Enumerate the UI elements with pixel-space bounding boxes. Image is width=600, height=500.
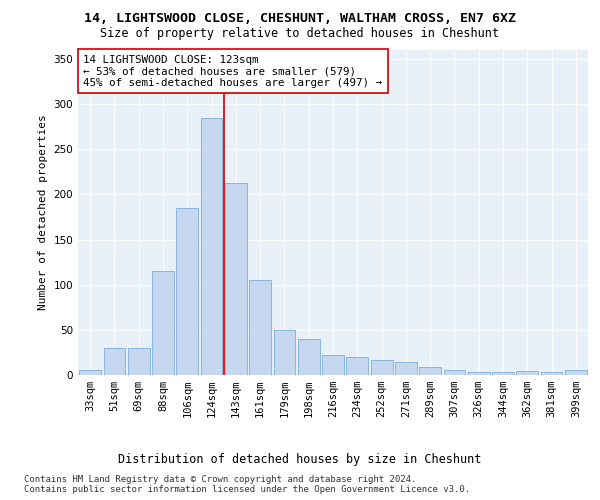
Bar (249, 280, 271, 375)
Bar (443, 370, 466, 375)
Bar (492, 372, 514, 375)
Text: Contains public sector information licensed under the Open Government Licence v3: Contains public sector information licen… (24, 485, 470, 494)
Text: 14, LIGHTSWOOD CLOSE, CHESHUNT, WALTHAM CROSS, EN7 6XZ: 14, LIGHTSWOOD CLOSE, CHESHUNT, WALTHAM … (84, 12, 516, 26)
Text: Contains HM Land Registry data © Crown copyright and database right 2024.: Contains HM Land Registry data © Crown c… (24, 475, 416, 484)
Bar (395, 362, 417, 375)
Bar (419, 367, 441, 375)
Bar (128, 348, 149, 375)
Bar (371, 360, 392, 375)
Bar (274, 330, 295, 375)
Bar (517, 372, 538, 375)
Bar (565, 370, 587, 375)
Bar (104, 348, 125, 375)
Bar (79, 370, 101, 375)
Bar (152, 271, 174, 375)
Text: Size of property relative to detached houses in Cheshunt: Size of property relative to detached ho… (101, 28, 499, 40)
Bar (200, 118, 223, 375)
Y-axis label: Number of detached properties: Number of detached properties (38, 114, 48, 310)
Bar (322, 355, 344, 375)
Bar (468, 372, 490, 375)
Bar (298, 339, 320, 375)
Bar (176, 208, 198, 375)
Bar (541, 372, 562, 375)
Text: 14 LIGHTSWOOD CLOSE: 123sqm
← 53% of detached houses are smaller (579)
45% of se: 14 LIGHTSWOOD CLOSE: 123sqm ← 53% of det… (83, 55, 382, 88)
Text: Distribution of detached houses by size in Cheshunt: Distribution of detached houses by size … (118, 452, 482, 466)
Bar (346, 357, 368, 375)
Bar (225, 182, 247, 375)
